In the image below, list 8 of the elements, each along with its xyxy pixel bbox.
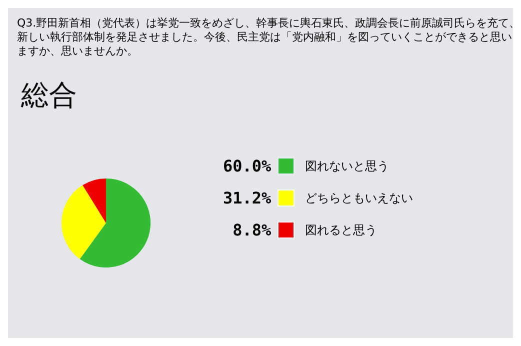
chart-subtitle: 総合	[20, 78, 77, 112]
data-label: 8.8%	[232, 220, 272, 240]
legend-label: 図れないと思う	[305, 159, 389, 173]
legend-label: どちらともいえない	[305, 191, 413, 205]
chart-title: Q3.野田新首相（党代表）は挙党一致をめざし、幹事長に輿石東氏、政調会長に前原誠司氏らを充て、新しい執行部体制を発足させました。今後、民主党は「党内融和」を図っていくことができると思いますか、思いませんか。	[17, 16, 520, 58]
legend-label: 図れると思う	[305, 223, 377, 237]
data-label: 31.2%	[223, 188, 272, 208]
data-label: 60.0%	[223, 156, 272, 176]
